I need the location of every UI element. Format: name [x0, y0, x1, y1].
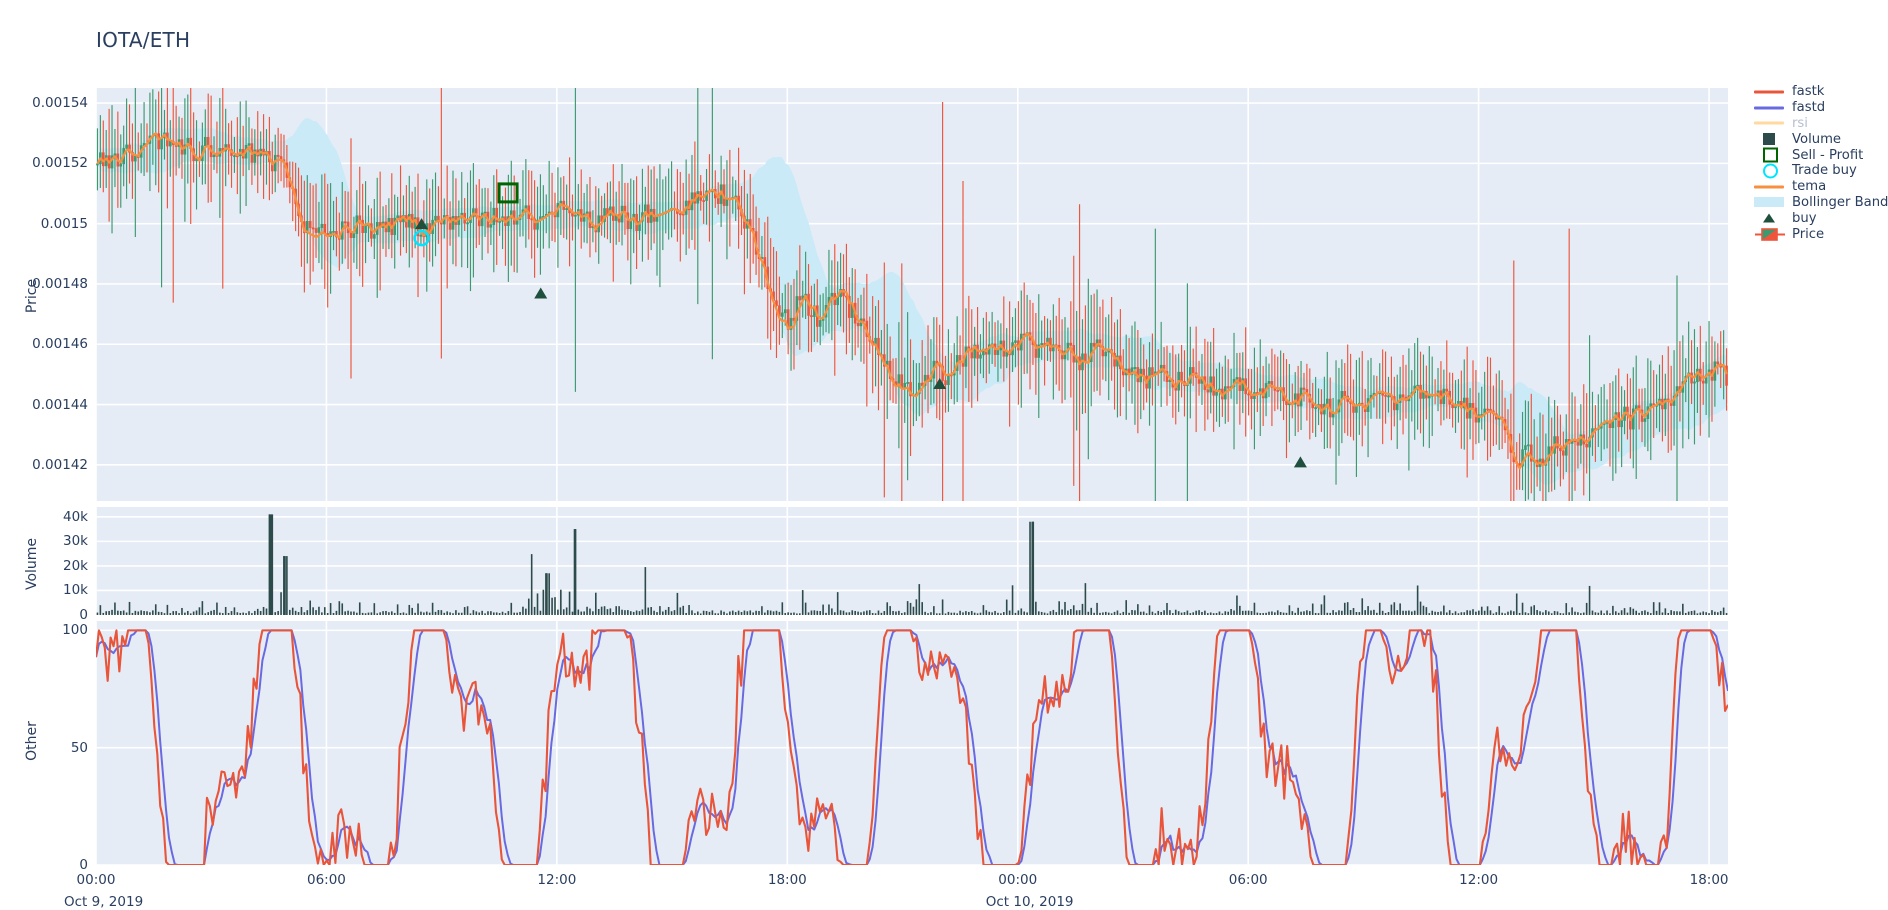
legend-item-sell-profit[interactable]: Sell - Profit: [1752, 147, 1888, 163]
y-tick-label: 0.00144: [32, 396, 88, 413]
legend-item-label: Volume: [1792, 131, 1842, 147]
volume-axis-title: Volume: [24, 537, 40, 591]
other-axis-title: Other: [24, 721, 40, 761]
y-tick-label: 0.00146: [32, 336, 88, 353]
x-tick-label: 00:00: [76, 872, 116, 888]
square-open-icon: [1752, 147, 1786, 163]
volume-subplot[interactable]: [96, 507, 1728, 615]
price-y-axis: 0.00154 0.00152 0.0015 0.00148 0.00146 0.0014…: [0, 88, 88, 501]
price-axis-title: Price: [24, 278, 40, 314]
x-date-label: Oct 9, 2019: [64, 894, 144, 910]
x-tick-label: 00:00: [998, 872, 1038, 888]
legend-item-label: Trade buy: [1792, 163, 1857, 179]
y-tick-label: 50: [70, 739, 88, 756]
y-tick-label: 10k: [63, 582, 88, 599]
legend-item-label: Bollinger Band: [1792, 194, 1888, 210]
y-tick-label: 0.0015: [40, 215, 88, 232]
x-tick-label: 18:00: [1689, 872, 1729, 888]
volume-y-axis: 40k 30k 20k 10k 0: [0, 507, 88, 623]
legend-item-label: rsi: [1792, 115, 1808, 131]
page-title: IOTA/ETH: [96, 28, 191, 52]
x-tick-label: 06:00: [306, 872, 346, 888]
candle-icon: [1752, 227, 1786, 242]
x-tick-label: 06:00: [1228, 872, 1268, 888]
legend-item-bollinger-band[interactable]: Bollinger Band: [1752, 195, 1888, 211]
legend-item-fastd[interactable]: fastd: [1752, 100, 1888, 116]
y-tick-label: 40k: [63, 508, 88, 525]
circle-open-icon: [1752, 163, 1786, 179]
legend-item-label: buy: [1792, 210, 1817, 226]
y-tick-label: 0.00142: [32, 456, 88, 473]
other-subplot[interactable]: [96, 621, 1728, 865]
x-tick-label: 18:00: [767, 872, 807, 888]
band-icon: [1752, 195, 1786, 210]
legend-item-rsi[interactable]: rsi: [1752, 116, 1888, 132]
legend-item-tema[interactable]: tema: [1752, 179, 1888, 195]
x-date-label: Oct 10, 2019: [985, 894, 1074, 910]
y-tick-label: 0.00148: [32, 275, 88, 292]
legend-item-label: Sell - Profit: [1792, 147, 1864, 163]
y-tick-label: 100: [62, 622, 88, 639]
line-icon: [1752, 179, 1786, 194]
legend-item-label: fastd: [1792, 100, 1826, 116]
line-icon: [1752, 116, 1786, 131]
legend-item-label: Price: [1792, 226, 1825, 242]
legend-item-fastk[interactable]: fastk: [1752, 84, 1888, 100]
triangle-up-icon: [1752, 211, 1786, 226]
x-tick-label: 12:00: [537, 872, 577, 888]
line-icon: [1752, 84, 1786, 99]
legend-item-volume[interactable]: Volume: [1752, 131, 1888, 147]
x-tick-label: 12:00: [1459, 872, 1499, 888]
y-tick-label: 20k: [63, 557, 88, 574]
legend-item-label: tema: [1792, 179, 1827, 195]
y-tick-label: 0: [79, 857, 88, 873]
square-icon: [1752, 132, 1786, 147]
legend-item-price[interactable]: Price: [1752, 226, 1888, 242]
y-tick-label: 0: [79, 607, 88, 623]
y-tick-label: 30k: [63, 533, 88, 550]
other-y-axis: 100 50 0: [0, 621, 88, 873]
line-icon: [1752, 100, 1786, 115]
y-tick-label: 0.00154: [32, 95, 88, 112]
price-subplot[interactable]: [96, 88, 1728, 501]
y-tick-label: 0.00152: [32, 155, 88, 172]
chart-legend[interactable]: fastk fastd rsi Volume Sell - Profit Trade bu…: [1752, 84, 1888, 242]
legend-item-buy[interactable]: buy: [1752, 210, 1888, 226]
legend-item-trade-buy[interactable]: Trade buy: [1752, 163, 1888, 179]
legend-item-label: fastk: [1792, 84, 1825, 100]
